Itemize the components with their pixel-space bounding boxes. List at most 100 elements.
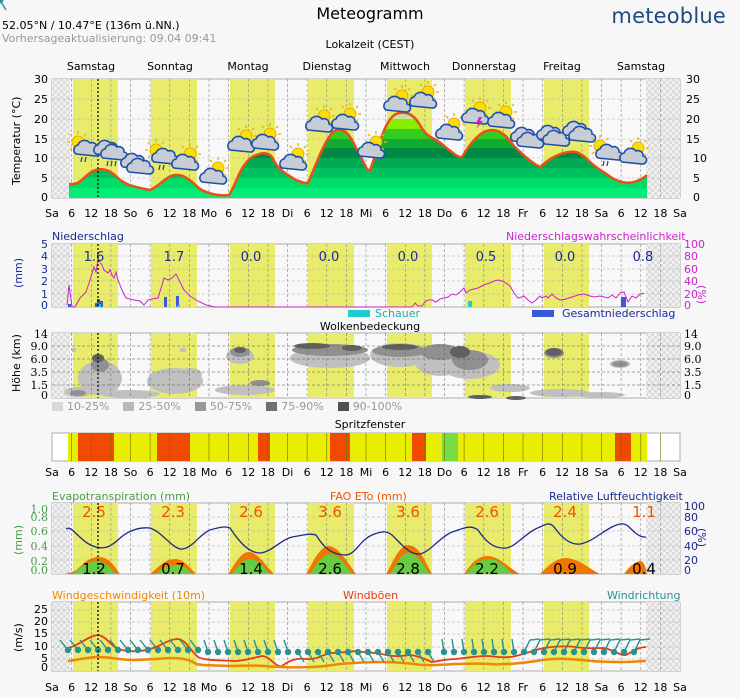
x-tick-label: 18: [182, 681, 197, 694]
et-value: 1.2: [82, 560, 106, 578]
et-value: 2.6: [318, 560, 342, 578]
ytick: 20: [34, 113, 48, 126]
precip-total: 0.5: [476, 250, 497, 265]
evapotranspiration-panel: 2.5 2.3 2.6 3.6 3.6 2.6 2.4 1.1 1.2 0.7 …: [51, 502, 681, 578]
ytick: 10: [34, 640, 48, 653]
x-tick-label: Fr: [517, 207, 529, 220]
ytick: 60: [684, 263, 698, 276]
x-tick-label: 6: [68, 207, 76, 220]
x-tick-label: 6: [617, 466, 625, 479]
x-tick-label: 12: [555, 466, 570, 479]
x-tick-label: 18: [260, 681, 275, 694]
x-tick-label: 12: [319, 681, 334, 694]
et-value: 0.4: [632, 560, 656, 578]
x-tick-label: 18: [182, 466, 197, 479]
legend-label: 75-90%: [281, 400, 324, 413]
ytick: 30: [34, 73, 48, 86]
ytick: 1.5: [30, 379, 49, 392]
x-tick-label: 6: [303, 207, 311, 220]
x-tick-label: 12: [555, 681, 570, 694]
x-tick-label: Sa: [673, 207, 687, 220]
x-tick-label: 12: [162, 466, 177, 479]
meteoblue-logo[interactable]: meteoblue: [611, 4, 726, 28]
x-tick-label: 12: [398, 681, 413, 694]
x-tick-label: 18: [103, 207, 118, 220]
x-tick-label: 6: [303, 466, 311, 479]
legend-swatch: [337, 402, 349, 411]
cloud-legend-item: 90-100%: [337, 400, 402, 413]
ytick: 9.0: [684, 340, 702, 353]
legend-swatch: [52, 402, 63, 411]
x-tick-label: Sa: [673, 466, 687, 479]
humidity-title: Relative Luftfeuchtigkeit: [549, 490, 683, 503]
legend-label: 50-75%: [209, 400, 253, 413]
cloud-legend-item: 75-90%: [266, 400, 324, 413]
ytick: 14: [34, 328, 48, 341]
x-tick-label: 6: [146, 681, 154, 694]
day-name: Dienstag: [302, 60, 352, 73]
x-tick-label: 12: [555, 207, 570, 220]
wind-gusts-title: Windböen: [343, 589, 399, 602]
evapo-axis-label: (mm): [12, 524, 25, 555]
x-tick-label: 12: [84, 466, 99, 479]
day-name: Sonntag: [147, 60, 193, 73]
temperature-line: [69, 111, 648, 197]
ytick: 10: [693, 152, 707, 165]
legend-swatch: [266, 402, 278, 411]
x-tick-label: 18: [417, 681, 432, 694]
evapotranspiration-area: [72, 553, 512, 574]
daily-precip-totals: 1.6 1.7 0.0 0.0 0.0 0.5 0.0 0.8: [84, 250, 654, 265]
cloud-legend-item: 25-50%: [123, 400, 181, 413]
wind-panel: [0, 0, 681, 672]
x-tick-label: 18: [417, 207, 432, 220]
x-tick-label: Mi: [359, 207, 373, 220]
x-tick-label: 18: [496, 207, 511, 220]
ytick: 80: [684, 250, 698, 263]
ytick: 5: [41, 238, 48, 251]
forecast-update-time: Vorhersageaktualisierung: 09.04 09:41: [2, 32, 217, 45]
weather-icons: [67, 81, 649, 184]
lightning-icon: [476, 117, 483, 129]
ytick: 25: [34, 603, 48, 616]
precip-probability-title: Niederschlagswahrscheinlichkeit: [506, 230, 686, 243]
day-name: Samstag: [616, 60, 666, 73]
humidity-line: [65, 523, 647, 556]
et-value: 1.4: [239, 560, 263, 578]
x-tick-label: 6: [382, 466, 390, 479]
ytick: 3: [41, 263, 48, 276]
x-tick-label: 18: [103, 681, 118, 694]
et-value: 2.2: [475, 560, 499, 578]
precip-total: 1.7: [164, 250, 185, 265]
ytick: 80: [684, 511, 698, 524]
precip-total: 1.6: [84, 250, 105, 265]
x-tick-label: 12: [633, 681, 648, 694]
ytick: 6.0: [30, 353, 49, 366]
ytick: 5: [693, 172, 700, 185]
ytick: 3.5: [684, 366, 702, 379]
x-tick-label: So: [123, 466, 138, 479]
legend-label: 10-25%: [67, 400, 110, 413]
precip-total-bars: [68, 296, 626, 307]
day-name: Montag: [227, 60, 269, 73]
x-tick-label: 12: [162, 207, 177, 220]
et-value: 2.8: [396, 560, 420, 578]
precipitation-panel: 1.6 1.7 0.0 0.0 0.0 0.5 0.0 0.8: [51, 243, 681, 317]
x-tick-label: 18: [103, 466, 118, 479]
temperature-panel: [51, 78, 681, 199]
x-tick-label: 18: [574, 681, 589, 694]
ytick: 5: [41, 652, 48, 665]
x-tick-label: 6: [146, 466, 154, 479]
ytick: 20: [34, 615, 48, 628]
x-tick-label: 12: [241, 207, 256, 220]
precip-total: 0.8: [633, 250, 654, 265]
legend-swatch: [123, 402, 135, 411]
fao-eto-value: 2.3: [161, 503, 185, 521]
spray-window-title: Spritzfenster: [334, 418, 406, 431]
x-tick-label: 18: [339, 207, 354, 220]
x-tick-label: Mi: [359, 681, 373, 694]
x-tick-label: Do: [436, 466, 453, 479]
x-tick-label: 6: [68, 466, 76, 479]
x-tick-label: 18: [339, 466, 354, 479]
x-tick-label: 12: [398, 207, 413, 220]
